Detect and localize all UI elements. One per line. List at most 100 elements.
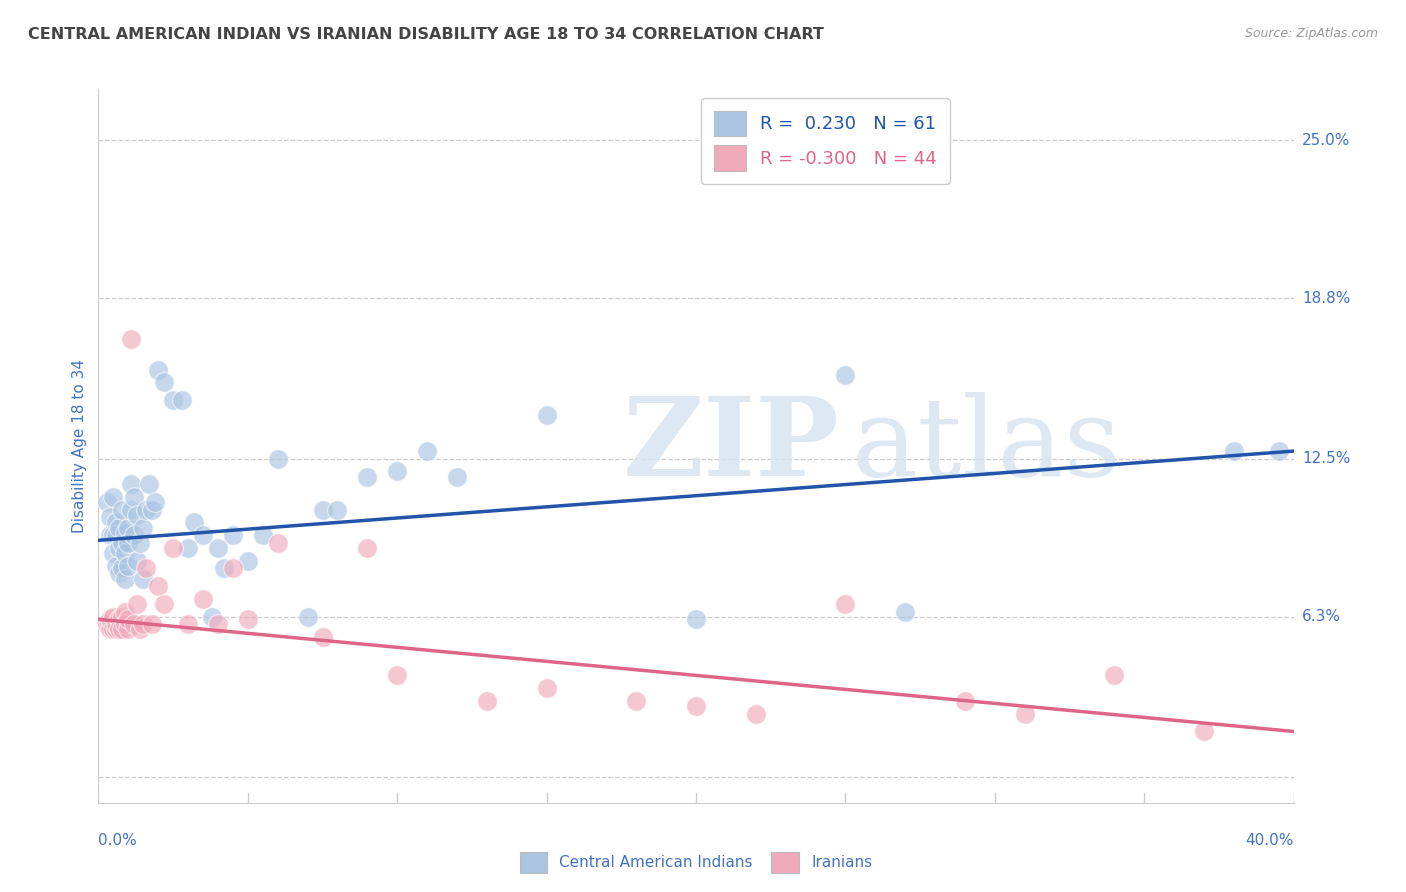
Point [111,561,134,575]
Point [105,623,128,637]
Point [953,694,976,708]
Point [117,520,139,534]
Point [191,591,214,606]
Point [96,617,118,632]
Point [98,623,122,637]
Point [212,561,235,575]
Point [624,694,647,708]
Point [385,465,409,479]
Text: 0.0%: 0.0% [98,833,138,848]
Point [172,393,194,408]
Point [536,681,558,695]
Point [236,554,259,568]
Point [141,502,163,516]
Point [111,502,134,516]
Point [111,623,134,637]
Point [834,368,856,382]
Point [124,490,146,504]
Point [236,612,259,626]
Point [894,605,917,619]
Point [103,490,125,504]
Point [135,561,157,575]
Point [111,609,134,624]
Point [1223,444,1246,458]
Text: 12.5%: 12.5% [1302,451,1350,467]
Point [108,541,131,555]
Point [536,409,558,423]
Point [1014,706,1036,721]
Point [114,572,136,586]
Point [111,536,134,550]
Point [138,477,160,491]
Point [177,541,200,555]
Point [475,694,498,708]
Point [685,612,707,626]
Point [153,597,176,611]
Point [120,477,142,491]
Point [105,516,128,530]
Point [114,525,136,540]
Point [105,617,128,632]
Point [162,541,184,555]
Point [103,623,125,637]
Point [127,554,149,568]
Point [98,510,122,524]
Point [114,605,136,619]
Text: ZIP: ZIP [623,392,839,500]
Point [132,520,155,534]
Point [252,528,274,542]
Point [98,612,122,626]
Point [124,528,146,542]
Text: CENTRAL AMERICAN INDIAN VS IRANIAN DISABILITY AGE 18 TO 34 CORRELATION CHART: CENTRAL AMERICAN INDIAN VS IRANIAN DISAB… [28,27,824,42]
Point [135,502,157,516]
Point [267,451,290,466]
Point [1104,668,1126,682]
Point [132,572,155,586]
Text: 18.8%: 18.8% [1302,291,1350,306]
Point [326,502,349,516]
Point [108,612,131,626]
Point [177,617,200,632]
Point [127,508,149,522]
Point [201,609,224,624]
Point [105,528,128,542]
Point [120,502,142,516]
Point [108,566,131,581]
Point [117,623,139,637]
Point [141,617,163,632]
Point [114,617,136,632]
Point [311,630,333,644]
Point [129,536,152,550]
Point [685,698,707,713]
Point [108,623,131,637]
Point [153,376,176,390]
Text: 25.0%: 25.0% [1302,133,1350,148]
Point [207,541,229,555]
Text: Source: ZipAtlas.com: Source: ZipAtlas.com [1244,27,1378,40]
Point [117,536,139,550]
Point [446,469,468,483]
Legend: Central American Indians, Iranians: Central American Indians, Iranians [512,844,880,880]
Point [132,617,155,632]
Point [105,558,128,573]
Point [834,597,856,611]
Point [1267,444,1289,458]
Point [222,561,245,575]
Point [117,558,139,573]
Point [114,546,136,560]
Point [297,609,319,624]
Point [416,444,439,458]
Point [143,495,166,509]
Point [124,617,146,632]
Point [162,393,184,408]
Point [207,617,229,632]
Point [385,668,409,682]
Point [117,612,139,626]
Point [103,546,125,560]
Point [356,469,378,483]
Point [267,536,290,550]
Point [103,528,125,542]
Y-axis label: Disability Age 18 to 34: Disability Age 18 to 34 [72,359,87,533]
Point [356,541,378,555]
Point [98,528,122,542]
